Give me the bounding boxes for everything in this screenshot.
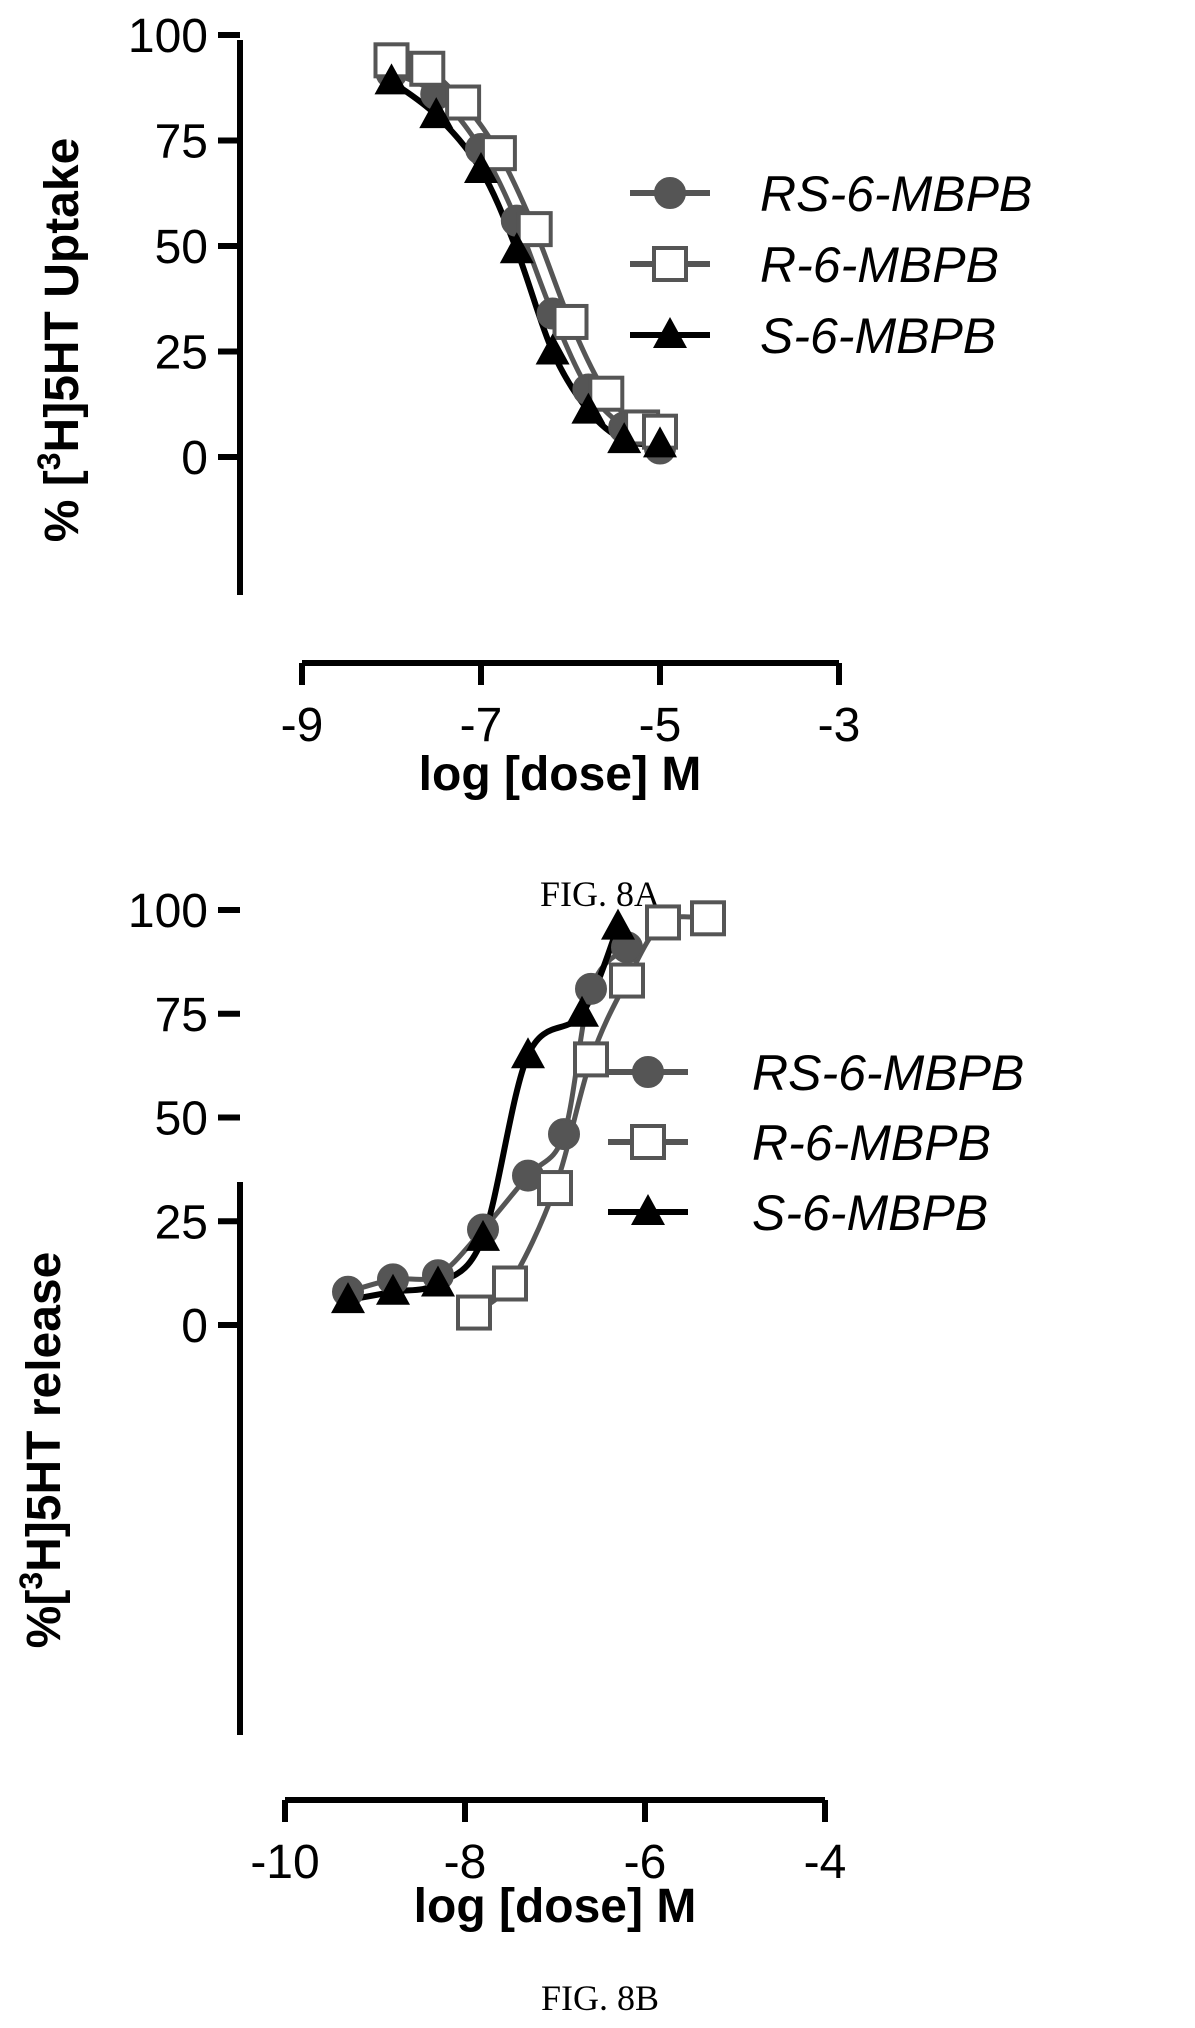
chart-8b-caption: FIG. 8B <box>541 1978 659 2018</box>
chart-8b-point-r-6-mbpb <box>645 904 681 941</box>
chart-8a-point-r-6-mbpb <box>516 211 553 248</box>
chart-8b-legend-label: R-6-MBPB <box>752 1115 991 1171</box>
chart-8b-x-tick-label: -8 <box>444 1836 487 1889</box>
chart-8b-x-tick-label: -10 <box>250 1836 319 1889</box>
chart-8b-y-tick-label: 25 <box>155 1196 208 1249</box>
chart-8b-point-r-6-mbpb <box>609 962 645 999</box>
chart-8a-x-tick-label: -9 <box>281 699 324 752</box>
chart-8b-point-rs-6-mbpb <box>575 972 607 1005</box>
chart-8b-point-s-6-mbpb <box>421 1265 455 1297</box>
chart-8b-point-s-6-mbpb <box>466 1219 500 1251</box>
chart-8b-point-s-6-mbpb <box>511 1037 545 1069</box>
chart-8a-x-axis-title: log [dose] M <box>419 748 702 801</box>
chart-8a-point-s-6-mbpb <box>607 422 642 454</box>
chart-8b-point-r-6-mbpb <box>573 1041 609 1078</box>
chart-8b-legend-marker <box>630 1124 666 1160</box>
chart-8b-point-rs-6-mbpb <box>548 1118 580 1151</box>
chart-8b-legend-marker <box>631 1194 665 1225</box>
chart-8a-point-s-6-mbpb <box>643 426 677 458</box>
chart-8a-y-axis-title-sup: 3 <box>31 452 67 470</box>
chart-8a-x-axis: -9 -7 -5 -3 <box>281 660 861 752</box>
chart-8a-x-tick-label: -7 <box>460 699 503 752</box>
chart-8a-point-r-6-mbpb <box>552 303 589 340</box>
chart-8a-legend-marker <box>653 317 687 348</box>
chart-8a-x-tick-label: -5 <box>639 699 682 752</box>
chart-8a-y-axis-title-pre: % [ <box>36 470 89 542</box>
chart-8b-y-tick-label: 50 <box>155 1093 208 1146</box>
chart-8a: 0 25 50 75 100 -9 -7 -5 -3 log [dose] M % [3H]5… <box>31 10 1032 914</box>
chart-8a-point-s-6-mbpb <box>374 63 409 95</box>
chart-8b: 0 25 50 75 100 -10 -8 -6 -4 log [dose] M %[3H]5… <box>13 885 1024 2018</box>
chart-8a-point-s-6-mbpb <box>499 232 534 264</box>
chart-8b-point-r-6-mbpb <box>456 1294 492 1331</box>
chart-8a-y-tick-label: 0 <box>181 432 208 485</box>
chart-8b-y-axis-title-pre: %[ <box>18 1590 71 1649</box>
chart-8b-legend-label: S-6-MBPB <box>752 1185 988 1241</box>
chart-8b-x-tick-label: -6 <box>624 1836 667 1889</box>
chart-8b-point-s-6-mbpb <box>601 908 635 940</box>
chart-8b-y-axis-title-sup: 3 <box>13 1572 49 1590</box>
chart-8b-legend-marker <box>632 1056 664 1088</box>
chart-8a-y-axis-title: % [3H]5HT Uptake <box>31 138 89 543</box>
chart-8b-point-r-6-mbpb <box>690 900 726 937</box>
chart-8a-legend-label: RS-6-MBPB <box>760 166 1032 222</box>
chart-8b-y-tick-label: 100 <box>128 885 208 938</box>
chart-8b-y-tick-label: 75 <box>155 989 208 1042</box>
chart-8b-y-tick-label: 0 <box>181 1300 208 1353</box>
chart-8a-point-s-6-mbpb <box>464 152 498 184</box>
chart-8a-point-r-6-mbpb <box>480 135 517 172</box>
chart-8a-point-r-6-mbpb <box>588 375 625 412</box>
chart-8b-point-s-6-mbpb <box>376 1273 410 1305</box>
chart-8b-x-axis: -10 -8 -6 -4 <box>250 1797 847 1889</box>
chart-8a-legend-marker <box>652 246 688 282</box>
chart-8b-y-axis-title: %[3H]5HT release <box>13 1252 71 1649</box>
chart-8a-x-tick-label: -3 <box>818 699 861 752</box>
chart-8a-point-s-6-mbpb <box>535 333 570 365</box>
chart-8a-y-tick-label: 25 <box>155 327 208 380</box>
chart-8a-legend: RS-6-MBPB R-6-MBPB S-6-MBPB <box>630 166 1032 364</box>
chart-8a-caption: FIG. 8A <box>540 874 660 914</box>
chart-8b-y-axis: 0 25 50 75 100 <box>128 885 243 1735</box>
chart-8b-point-s-6-mbpb <box>565 995 599 1027</box>
chart-8a-y-tick-label: 100 <box>128 10 208 63</box>
chart-8b-y-axis-title-post: H]5HT release <box>18 1252 71 1572</box>
chart-8a-y-tick-label: 75 <box>155 116 208 169</box>
chart-8a-point-r-6-mbpb <box>409 50 446 87</box>
chart-8a-point-r-6-mbpb <box>445 84 482 121</box>
chart-8a-y-axis: 0 25 50 75 100 <box>128 10 243 595</box>
chart-8b-legend: RS-6-MBPB R-6-MBPB S-6-MBPB <box>608 1045 1024 1241</box>
chart-8b-x-axis-title: log [dose] M <box>414 1880 697 1933</box>
chart-8b-legend-label: RS-6-MBPB <box>752 1045 1024 1101</box>
chart-8a-point-s-6-mbpb <box>419 97 454 129</box>
chart-8a-legend-label: S-6-MBPB <box>760 308 996 364</box>
chart-8b-x-tick-label: -4 <box>804 1836 847 1889</box>
chart-8a-legend-marker <box>654 177 686 209</box>
chart-8a-y-axis-title-post: H]5HT Uptake <box>36 138 89 453</box>
chart-8a-y-tick-label: 50 <box>155 221 208 274</box>
chart-8b-point-s-6-mbpb <box>331 1282 365 1314</box>
chart-8a-point-s-6-mbpb <box>571 392 606 424</box>
chart-8a-legend-label: R-6-MBPB <box>760 237 999 293</box>
chart-8b-point-r-6-mbpb <box>492 1265 528 1302</box>
chart-8b-point-r-6-mbpb <box>537 1170 573 1207</box>
